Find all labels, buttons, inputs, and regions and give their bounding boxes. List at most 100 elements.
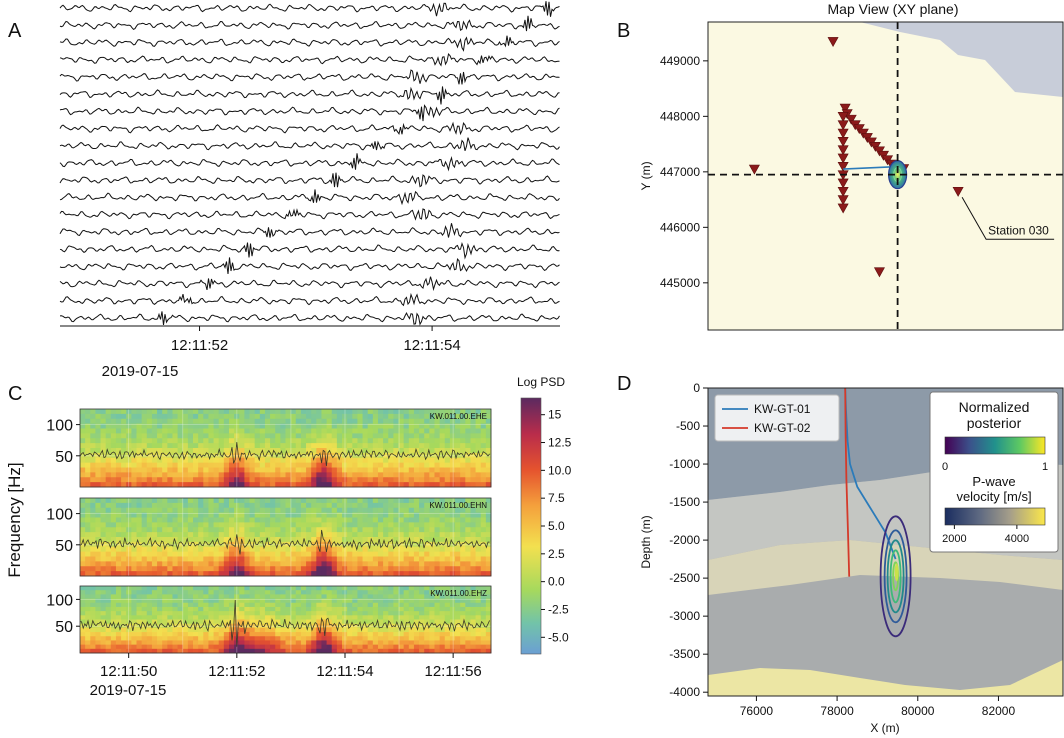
spectrogram-cell [100,472,107,478]
station-marker [837,120,849,131]
spectrogram-cell [187,571,194,577]
spectrogram-cell [228,644,235,650]
spectrogram-cell [352,571,358,577]
spectrogram-cell [239,556,245,562]
spectrogram-cell [228,648,235,654]
spectrogram-cell [121,590,127,595]
spectrogram-cell [228,598,235,604]
spectrogram-cell [270,443,276,449]
spectrogram-cell [393,571,399,577]
spectrogram-cell [300,541,307,548]
spectrogram-cell [254,443,261,449]
spectrogram-cell [470,517,476,523]
spectrogram-cell [213,546,220,553]
spectrogram-cell [383,527,389,533]
spectrogram-cell [336,598,343,604]
spectrogram-cell [470,556,476,562]
spectrogram-cell [475,571,482,577]
spectrogram-cell [182,551,189,557]
spectrogram-cell [228,462,235,468]
panel-c-x-tick-label: 12:11:50 [100,663,157,680]
spectrogram-cell [460,482,466,488]
spectrogram-cell [115,648,122,654]
spectrogram-cell [336,594,343,599]
spectrogram-cell [475,566,482,572]
spectrogram-cell [480,517,487,523]
spectrogram-cell [208,586,214,591]
spectrogram-cell [177,448,184,454]
spectrogram-cell [331,472,338,478]
spectrogram-cell [372,594,379,599]
spectrogram-cell [193,632,199,637]
spectrogram-cell [177,551,184,557]
spectrogram-cell [85,522,91,528]
spectrogram-cell [331,527,338,533]
spectrogram-cell [223,627,230,633]
spectrogram-cell [367,537,374,543]
spectrogram-cell [444,517,451,523]
spectrogram-cell [429,537,435,543]
spectrogram-cell [239,477,245,483]
spectrogram-cell [249,527,256,533]
spectrogram-cell [290,467,297,473]
spectrogram-cell [470,571,476,577]
spectrogram-cell [100,457,107,464]
spectrogram-cell [485,623,492,629]
spectrogram-cell [393,462,399,468]
spectrogram-cell [146,418,153,425]
spectrogram-cell [470,606,476,612]
spectrogram-cell [398,571,405,577]
spectrogram-cell [141,611,148,616]
spectrogram-cell [172,517,179,523]
spectrogram-cell [444,594,451,599]
spectrogram-cell [146,571,153,577]
spectrogram-cell [172,527,179,533]
spectrogram-cell [187,632,194,637]
spectrogram-cell [383,512,389,518]
spectrogram-cell [182,418,189,425]
spectrogram-cell [223,423,230,429]
spectrogram-cell [146,522,153,528]
spectrogram-cell [95,632,101,637]
spectrogram-cell [480,462,487,468]
spectrogram-cell [157,443,163,449]
spectrogram-cell [300,433,307,439]
panel-a-label: A [8,20,22,42]
spectrogram-cell [388,590,394,595]
spectrogram-cell [275,598,281,604]
spectrogram-cell [182,590,189,595]
panel-d-ticks: 76000 78000 80000 820000-500-1000-1500-2000… [669,381,1015,718]
spectrogram-cell [136,409,143,415]
spectrogram-cell [470,615,476,620]
spectrogram-cell [157,433,163,439]
spectrogram-cell [182,409,189,415]
spectrogram-cell [383,636,389,641]
spectrogram-cell [295,512,302,518]
spectrogram-cell [228,498,235,504]
spectrogram-cell [424,498,430,504]
spectrogram-cell [439,627,446,633]
spectrogram-cell [357,428,363,434]
spectrogram-cell [413,586,420,591]
spectrogram-cell [321,527,327,533]
spectrogram-cell [408,636,415,641]
spectrogram-cell [352,413,358,420]
spectrogram-cell [403,457,410,464]
spectrogram-cell [321,409,327,415]
spectrogram-cell [413,517,420,523]
spectrogram-cell [331,507,338,514]
spectrogram-cell [475,561,482,567]
spectrogram-cell [465,566,471,572]
spectrogram-cell [424,477,430,483]
spectrogram-cell [259,457,266,464]
spectrogram-cell [357,586,363,591]
spectrogram-cell [408,566,415,572]
spectrogram-cell [126,627,132,633]
spectrogram-cell [105,627,112,633]
spectrogram-cell [480,636,487,641]
spectrogram-cell [357,512,363,518]
spectrogram-cell [275,556,281,562]
spectrogram-cell [218,619,225,625]
spectrogram-cell [352,606,358,612]
spectrogram-cell [110,623,117,629]
